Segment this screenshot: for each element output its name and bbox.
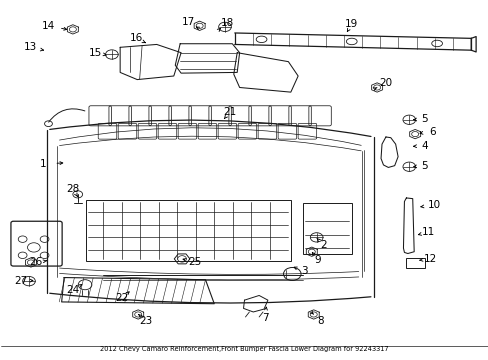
Text: 18: 18 [220, 18, 233, 28]
Text: 1: 1 [40, 159, 47, 169]
Bar [86, 200, 290, 261]
Text: 4: 4 [421, 141, 427, 151]
Text: 27: 27 [15, 276, 28, 286]
Text: 26: 26 [29, 257, 42, 267]
Text: 16: 16 [129, 33, 142, 43]
Text: 3: 3 [300, 266, 306, 276]
Text: 23: 23 [139, 316, 152, 325]
Text: 10: 10 [427, 200, 440, 210]
Text: 5: 5 [421, 114, 427, 124]
Text: 7: 7 [261, 313, 268, 323]
Bar [406, 258, 424, 268]
Text: 13: 13 [23, 42, 37, 52]
Text: 28: 28 [66, 184, 80, 194]
Text: 12: 12 [423, 254, 436, 264]
Text: 11: 11 [421, 227, 434, 237]
Text: 21: 21 [223, 107, 236, 117]
Text: 20: 20 [379, 78, 392, 88]
Text: 17: 17 [182, 17, 195, 27]
Text: 6: 6 [428, 127, 435, 136]
Text: 22: 22 [115, 293, 128, 303]
Text: 24: 24 [66, 285, 80, 296]
Bar [303, 203, 351, 253]
Text: 25: 25 [188, 257, 201, 267]
Text: 2012 Chevy Camaro Reinforcement,Front Bumper Fascia Lower Diagram for 92243317: 2012 Chevy Camaro Reinforcement,Front Bu… [100, 346, 388, 352]
Text: 19: 19 [345, 19, 358, 29]
Text: 15: 15 [89, 48, 102, 58]
Text: 2: 2 [320, 239, 326, 249]
Text: 9: 9 [314, 255, 320, 265]
Text: 14: 14 [42, 21, 55, 31]
Text: 5: 5 [421, 161, 427, 171]
Text: 8: 8 [316, 316, 323, 325]
